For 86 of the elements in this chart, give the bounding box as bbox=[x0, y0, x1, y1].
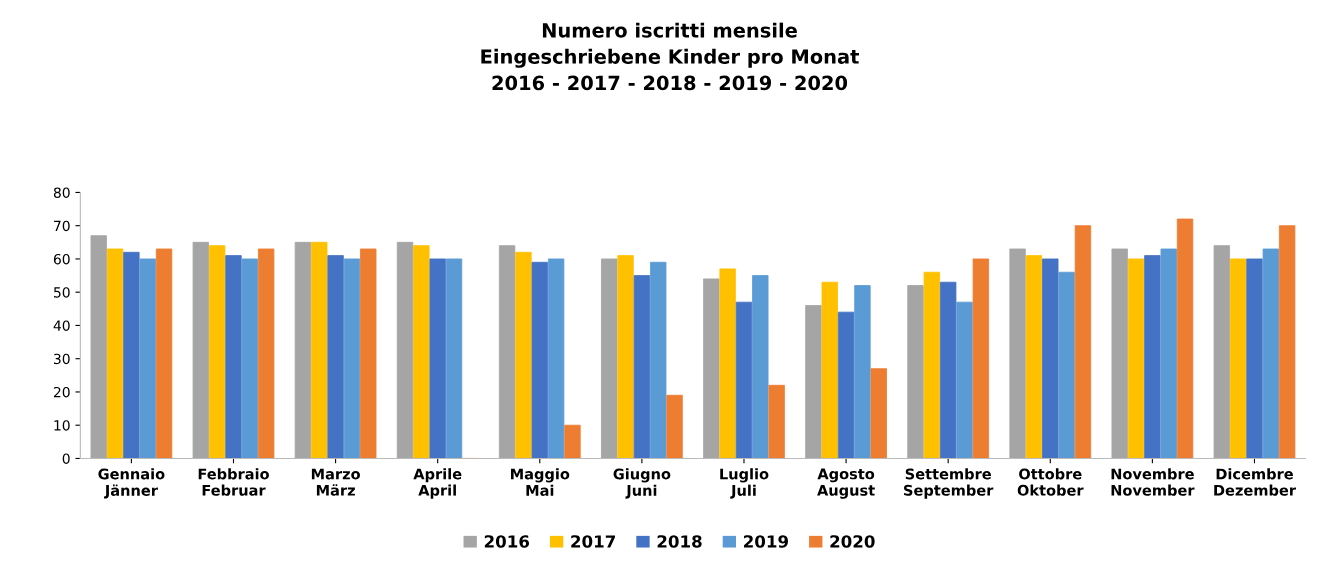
bar bbox=[413, 245, 430, 459]
bar bbox=[90, 235, 107, 459]
bar bbox=[327, 255, 344, 459]
chart-title: Numero iscritti mensile Eingeschriebene Kinder pro Monat 2016 - 2017 - 2018 - 2019 - 2020 bbox=[481, 22, 859, 91]
bar bbox=[854, 285, 871, 459]
bar bbox=[225, 255, 242, 459]
bar bbox=[870, 368, 887, 459]
bar bbox=[1009, 248, 1026, 459]
bar bbox=[1278, 225, 1296, 459]
bar bbox=[311, 241, 328, 459]
bar bbox=[515, 251, 532, 459]
bar bbox=[617, 255, 634, 459]
y-tick-label: 0 bbox=[62, 453, 70, 464]
y-tick-label: 30 bbox=[54, 353, 70, 365]
bar bbox=[703, 278, 720, 459]
bar bbox=[241, 258, 258, 459]
bar bbox=[972, 258, 990, 459]
bar bbox=[1229, 258, 1247, 459]
x-tick-label: Luglio Juli bbox=[720, 468, 769, 499]
bar bbox=[547, 258, 565, 459]
bar bbox=[1144, 255, 1161, 459]
y-tick-label: 40 bbox=[53, 320, 70, 331]
bar bbox=[498, 245, 516, 459]
bar bbox=[719, 268, 736, 459]
bar bbox=[752, 275, 769, 459]
bar bbox=[1127, 258, 1145, 459]
y-tick-label: 20 bbox=[53, 386, 70, 398]
bar bbox=[564, 424, 581, 459]
bar bbox=[192, 241, 209, 459]
bar bbox=[633, 275, 651, 459]
legend-label: 2017 bbox=[571, 535, 615, 548]
bar bbox=[106, 248, 124, 459]
bar bbox=[805, 305, 822, 459]
bar bbox=[1176, 218, 1194, 459]
bar bbox=[735, 301, 753, 459]
legend-label: 2018 bbox=[657, 535, 702, 548]
legend-label: 2016 bbox=[484, 535, 530, 548]
legend-label: 2020 bbox=[830, 535, 875, 548]
bar bbox=[601, 258, 618, 459]
x-tick-label: Maggio Mai bbox=[511, 468, 570, 496]
y-tick-label: 10 bbox=[54, 420, 70, 431]
y-tick-label: 80 bbox=[53, 187, 70, 198]
bar bbox=[650, 261, 667, 459]
bar bbox=[666, 394, 683, 459]
x-tick-label: Gennaio Jänner bbox=[98, 468, 165, 499]
bar bbox=[155, 248, 173, 459]
bar bbox=[396, 241, 414, 459]
y-tick-label: 70 bbox=[54, 220, 70, 232]
bar bbox=[139, 258, 156, 459]
x-tick-label: Novembre November bbox=[1111, 468, 1195, 496]
bar bbox=[1213, 245, 1230, 459]
bar bbox=[956, 301, 973, 459]
bar bbox=[343, 258, 361, 459]
x-tick-label: Marzo März bbox=[311, 468, 360, 496]
bar bbox=[821, 281, 838, 459]
bar bbox=[940, 281, 957, 459]
bar bbox=[768, 384, 785, 459]
bar bbox=[531, 261, 548, 459]
bar bbox=[923, 271, 941, 459]
y-tick-label: 60 bbox=[53, 253, 70, 265]
bar bbox=[1160, 248, 1177, 459]
x-tick-label: Aprile April bbox=[413, 468, 462, 499]
bar bbox=[123, 251, 140, 459]
bar bbox=[1074, 225, 1092, 459]
bar bbox=[1246, 258, 1263, 459]
bar bbox=[294, 241, 312, 459]
x-tick-label: Settembre September bbox=[904, 468, 994, 499]
bar bbox=[907, 285, 924, 459]
bar bbox=[1058, 271, 1075, 459]
x-tick-label: Febbraio Februar bbox=[198, 468, 269, 496]
bar bbox=[360, 248, 377, 459]
x-tick-label: Dicembre Dezember bbox=[1214, 468, 1296, 496]
bar bbox=[1025, 255, 1043, 459]
bar bbox=[837, 311, 855, 459]
bar bbox=[208, 245, 226, 459]
legend-label: 2019 bbox=[744, 535, 789, 548]
x-tick-label: Agosto August bbox=[817, 468, 875, 499]
bar bbox=[445, 258, 463, 459]
bar bbox=[1111, 248, 1128, 459]
bar bbox=[257, 248, 275, 459]
bar bbox=[1262, 248, 1279, 459]
x-tick-label: Giugno Juni bbox=[613, 468, 671, 499]
x-tick-label: Ottobre Oktober bbox=[1017, 468, 1084, 496]
y-tick-label: 50 bbox=[54, 287, 70, 298]
bar bbox=[429, 258, 446, 459]
bar bbox=[1042, 258, 1059, 459]
